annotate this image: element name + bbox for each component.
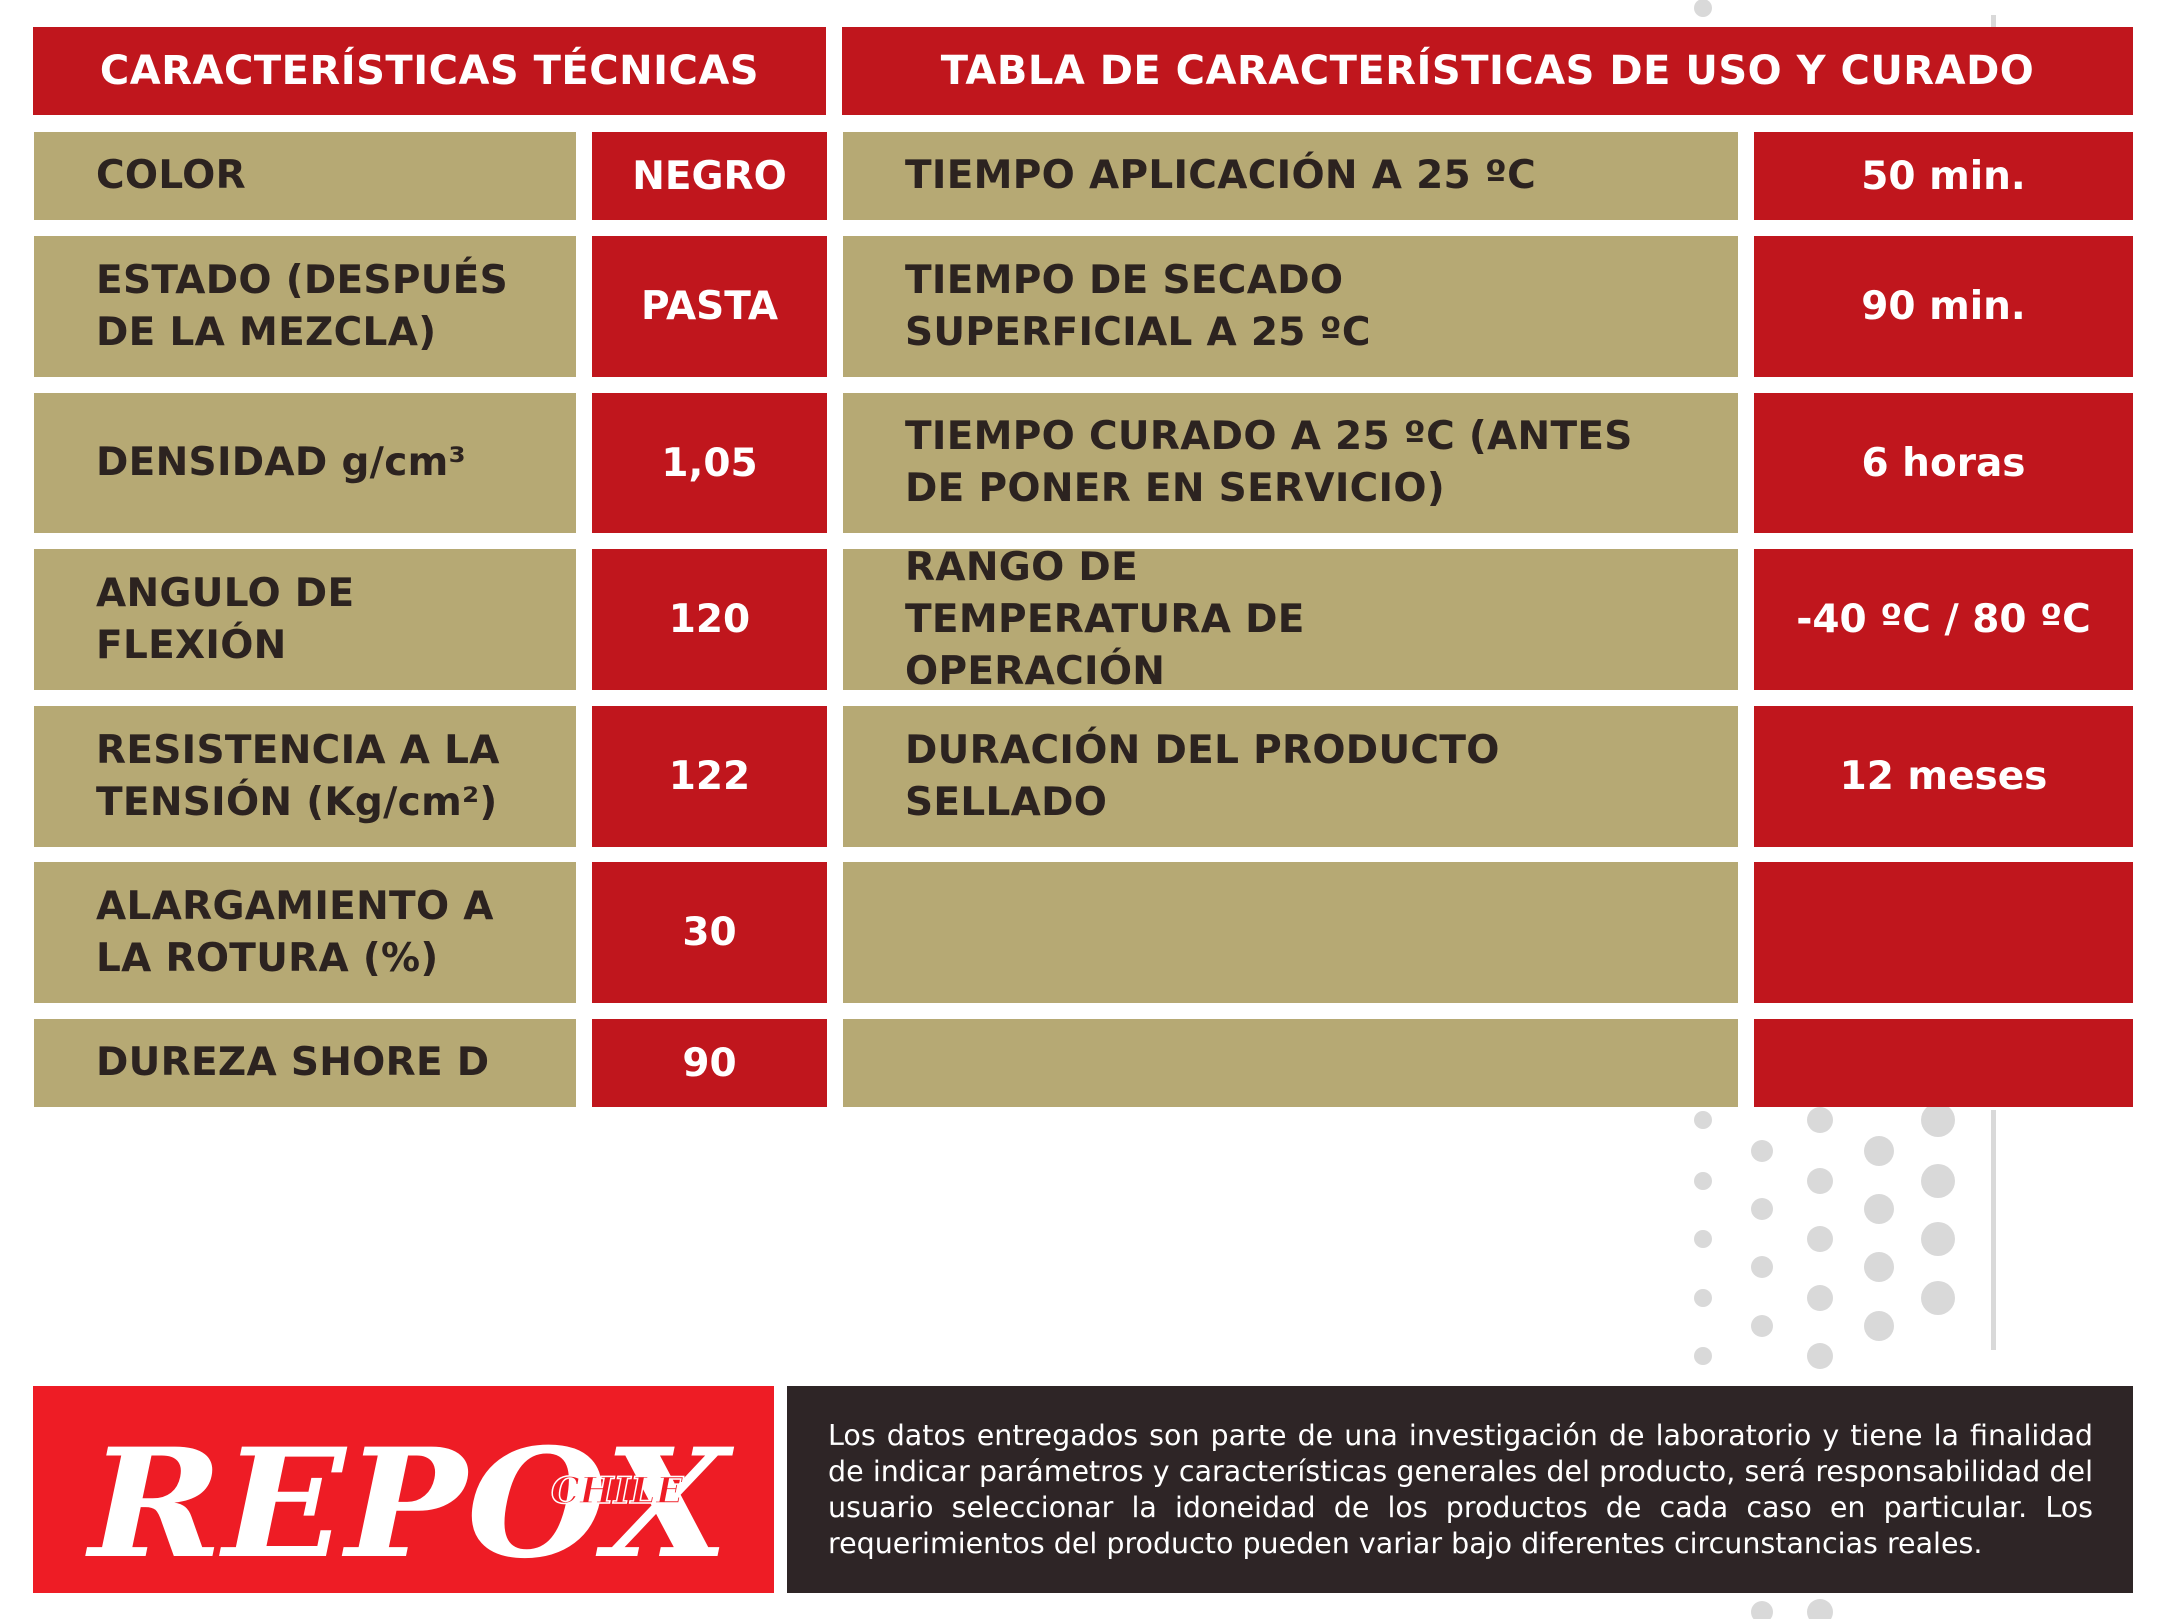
technical-label-elongation: ALARGAMIENTO A LA ROTURA (%) <box>34 862 576 1003</box>
technical-value-state: PASTA <box>592 236 827 377</box>
usage-label-cure-time: TIEMPO CURADO A 25 ºC (ANTES DE PONER EN… <box>843 393 1738 533</box>
usage-label-empty-2 <box>843 1019 1738 1107</box>
usage-value-cure-time: 6 horas <box>1754 393 2133 533</box>
technical-value-hardness: 90 <box>592 1019 827 1107</box>
usage-header: TABLA DE CARACTERÍSTICAS DE USO Y CURADO <box>842 27 2133 115</box>
technical-label-hardness: DUREZA SHORE D <box>34 1019 576 1107</box>
technical-header: CARACTERÍSTICAS TÉCNICAS <box>33 27 826 115</box>
repox-chile-logo: REPOX CHILE <box>85 1416 735 1592</box>
brand-logo-panel: REPOX CHILE <box>33 1386 774 1593</box>
disclaimer-box: Los datos entregados son parte de una in… <box>787 1386 2133 1593</box>
usage-value-application-time: 50 min. <box>1754 132 2133 220</box>
usage-value-temperature-range: -40 ºC / 80 ºC <box>1754 549 2133 690</box>
technical-label-flex-angle: ANGULO DE FLEXIÓN <box>34 549 576 690</box>
usage-value-empty-1 <box>1754 862 2133 1003</box>
usage-label-surface-dry-time: TIEMPO DE SECADO SUPERFICIAL A 25 ºC <box>843 236 1738 377</box>
technical-label-state: ESTADO (DESPUÉS DE LA MEZCLA) <box>34 236 576 377</box>
technical-value-density: 1,05 <box>592 393 827 533</box>
usage-value-shelf-life: 12 meses <box>1754 706 2133 847</box>
technical-label-color: COLOR <box>34 132 576 220</box>
technical-value-flex-angle: 120 <box>592 549 827 690</box>
technical-value-tensile: 122 <box>592 706 827 847</box>
usage-label-shelf-life: DURACIÓN DEL PRODUCTO SELLADO <box>843 706 1738 847</box>
technical-label-density: DENSIDAD g/cm³ <box>34 393 576 533</box>
svg-text:REPOX: REPOX <box>85 1416 735 1592</box>
usage-value-surface-dry-time: 90 min. <box>1754 236 2133 377</box>
svg-text:CHILE: CHILE <box>551 1470 684 1512</box>
usage-value-empty-2 <box>1754 1019 2133 1107</box>
usage-label-application-time: TIEMPO APLICACIÓN A 25 ºC <box>843 132 1738 220</box>
technical-value-elongation: 30 <box>592 862 827 1003</box>
technical-value-color: NEGRO <box>592 132 827 220</box>
disclaimer-text: Los datos entregados son parte de una in… <box>828 1418 2093 1560</box>
usage-label-temperature-range: RANGO DE TEMPERATURA DE OPERACIÓN <box>843 545 1738 694</box>
usage-label-empty-1 <box>843 862 1738 1003</box>
technical-label-tensile: RESISTENCIA A LA TENSIÓN (Kg/cm²) <box>34 706 576 847</box>
